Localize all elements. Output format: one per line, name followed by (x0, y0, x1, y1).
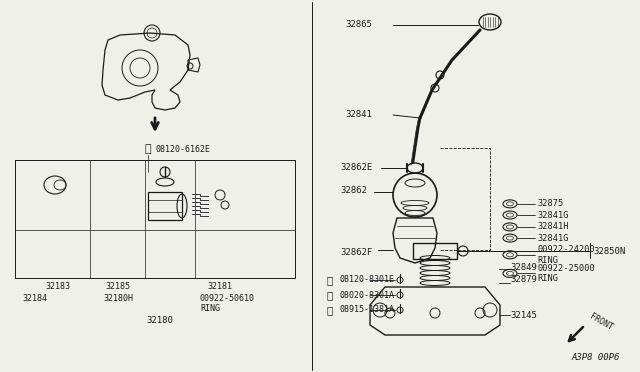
Text: FRONT: FRONT (588, 312, 614, 332)
Text: 00922-25000
RING: 00922-25000 RING (537, 264, 595, 283)
Text: 08020-8301A: 08020-8301A (340, 291, 395, 299)
Text: 32841G: 32841G (537, 234, 568, 243)
Text: RING: RING (200, 304, 220, 313)
Text: 32183: 32183 (45, 282, 70, 291)
Text: 32841: 32841 (345, 110, 372, 119)
Text: 32181: 32181 (207, 282, 232, 291)
Text: 32180H: 32180H (103, 294, 133, 303)
Text: 32862E: 32862E (340, 163, 372, 172)
Text: 32875: 32875 (537, 199, 563, 208)
Text: 32185: 32185 (106, 282, 131, 291)
Text: 32862F: 32862F (340, 248, 372, 257)
Text: 32841H: 32841H (537, 222, 568, 231)
Text: 32850N: 32850N (593, 247, 625, 256)
Text: Ⓜ: Ⓜ (327, 305, 333, 315)
Text: 32841G: 32841G (537, 211, 568, 219)
Text: 08120-8301E: 08120-8301E (340, 276, 395, 285)
Bar (148, 192, 182, 220)
Text: 08915-1381A: 08915-1381A (340, 305, 395, 314)
Text: 00922-24200
RING: 00922-24200 RING (537, 245, 595, 264)
Text: 00922-50610: 00922-50610 (200, 294, 255, 303)
Text: 32184: 32184 (22, 294, 47, 303)
Text: 32865: 32865 (345, 20, 372, 29)
Text: Ⓑ: Ⓑ (145, 144, 151, 154)
Text: A3P8 00P6: A3P8 00P6 (572, 353, 620, 362)
Text: 32145: 32145 (510, 311, 537, 320)
Text: 32849: 32849 (510, 263, 537, 272)
Text: 32180: 32180 (147, 316, 173, 325)
Text: 32862: 32862 (340, 186, 367, 195)
Text: 32879: 32879 (510, 276, 537, 285)
Text: 08120-6162E: 08120-6162E (155, 145, 210, 154)
Text: Ⓑ: Ⓑ (327, 290, 333, 300)
Bar (413, 243, 457, 259)
Text: Ⓑ: Ⓑ (327, 275, 333, 285)
